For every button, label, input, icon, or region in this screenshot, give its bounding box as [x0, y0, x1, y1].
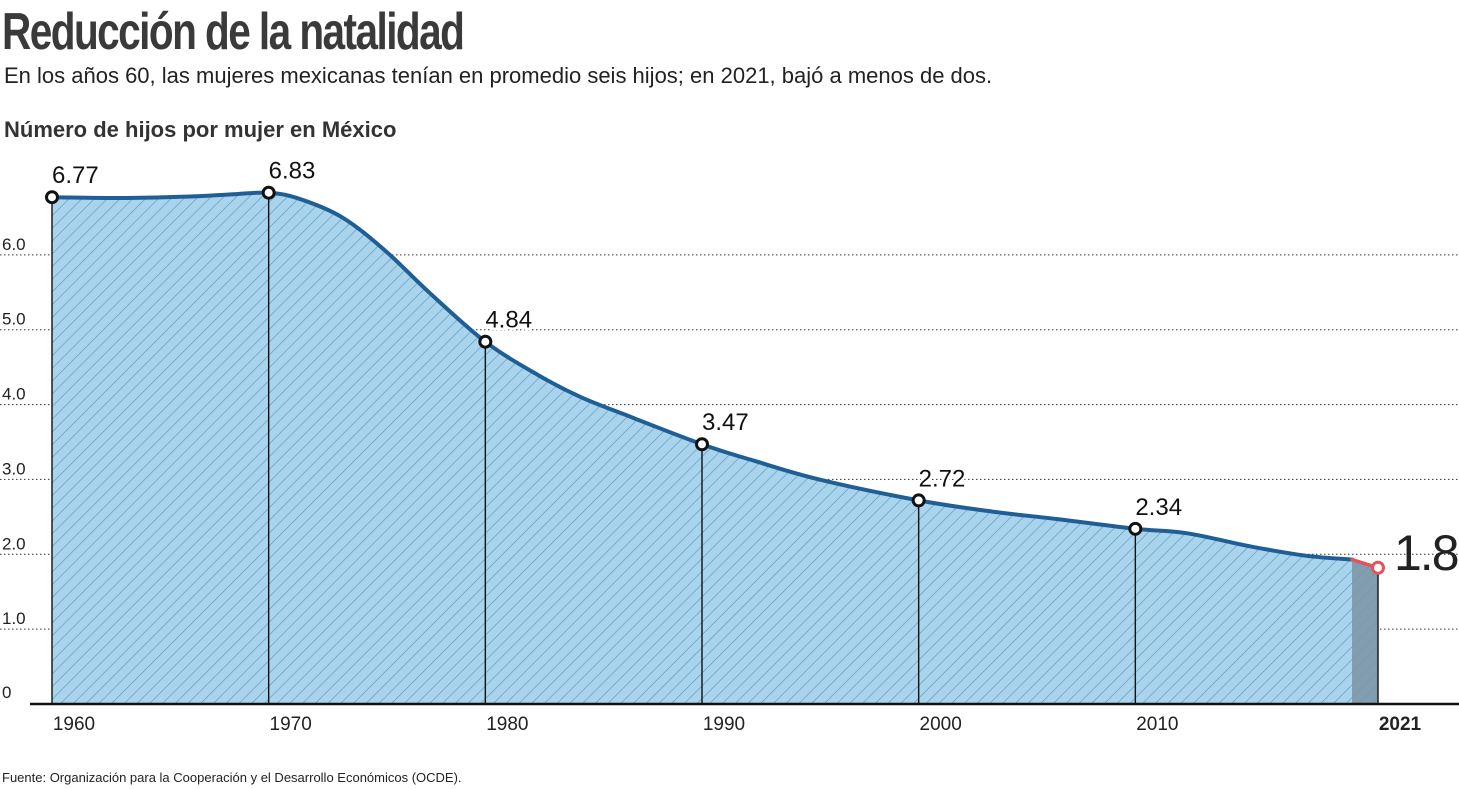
- x-tick-label: 1960: [53, 714, 95, 735]
- data-marker: [911, 493, 926, 508]
- label-layer: 6.77 6.83 4.84 3.47 2.72 2.34 1.82: [50, 155, 1459, 581]
- y-tick-label: 2.0: [2, 534, 26, 553]
- data-marker: [45, 190, 59, 205]
- data-marker: [261, 185, 276, 200]
- y-tick-label: 3.0: [2, 459, 26, 478]
- area-layer: [52, 192, 1378, 704]
- data-marker: [1128, 521, 1143, 536]
- data-value-label: 4.84: [485, 307, 532, 334]
- data-value-label: 2.72: [919, 465, 966, 492]
- highlight-marker: [1371, 560, 1385, 575]
- data-value-label: 6.83: [269, 158, 316, 185]
- y-tick-label: 5.0: [2, 310, 26, 329]
- x-tick-label: 2010: [1136, 714, 1178, 735]
- x-tick-label: 1970: [270, 714, 312, 735]
- x-tick-label: 2021: [1379, 714, 1422, 735]
- drop-lines: [51, 192, 1379, 704]
- data-marker: [695, 437, 709, 452]
- area-last-segment: [1352, 559, 1378, 704]
- chart-subtitle: En los años 60, las mujeres mexicanas te…: [4, 63, 993, 88]
- y-tick-label: 6.0: [2, 235, 26, 254]
- marker-layer: [45, 185, 1385, 575]
- data-value-label: 6.77: [52, 162, 99, 189]
- chart-title: Reducción de la natalidad: [2, 3, 465, 61]
- axis-layer: 1960 1970 1980 1990 2000 2010 2021: [30, 702, 1459, 735]
- y-tick-label: 1.0: [2, 609, 26, 628]
- data-value-label: 2.34: [1135, 494, 1182, 521]
- source-note: Fuente: Organización para la Cooperación…: [2, 770, 462, 785]
- y-tick-label: 0: [2, 683, 11, 702]
- x-tick-label: 1990: [703, 714, 745, 735]
- highlight-value-label: 1.82: [1394, 525, 1459, 581]
- data-value-label: 3.47: [702, 409, 749, 436]
- x-tick-label: 2000: [920, 714, 962, 735]
- y-tick-label: 4.0: [2, 385, 26, 404]
- x-tick-label: 1980: [486, 714, 528, 735]
- area-hatch: [52, 192, 1378, 704]
- data-marker: [478, 334, 493, 349]
- chart-heading: Número de hijos por mujer en México: [4, 117, 397, 142]
